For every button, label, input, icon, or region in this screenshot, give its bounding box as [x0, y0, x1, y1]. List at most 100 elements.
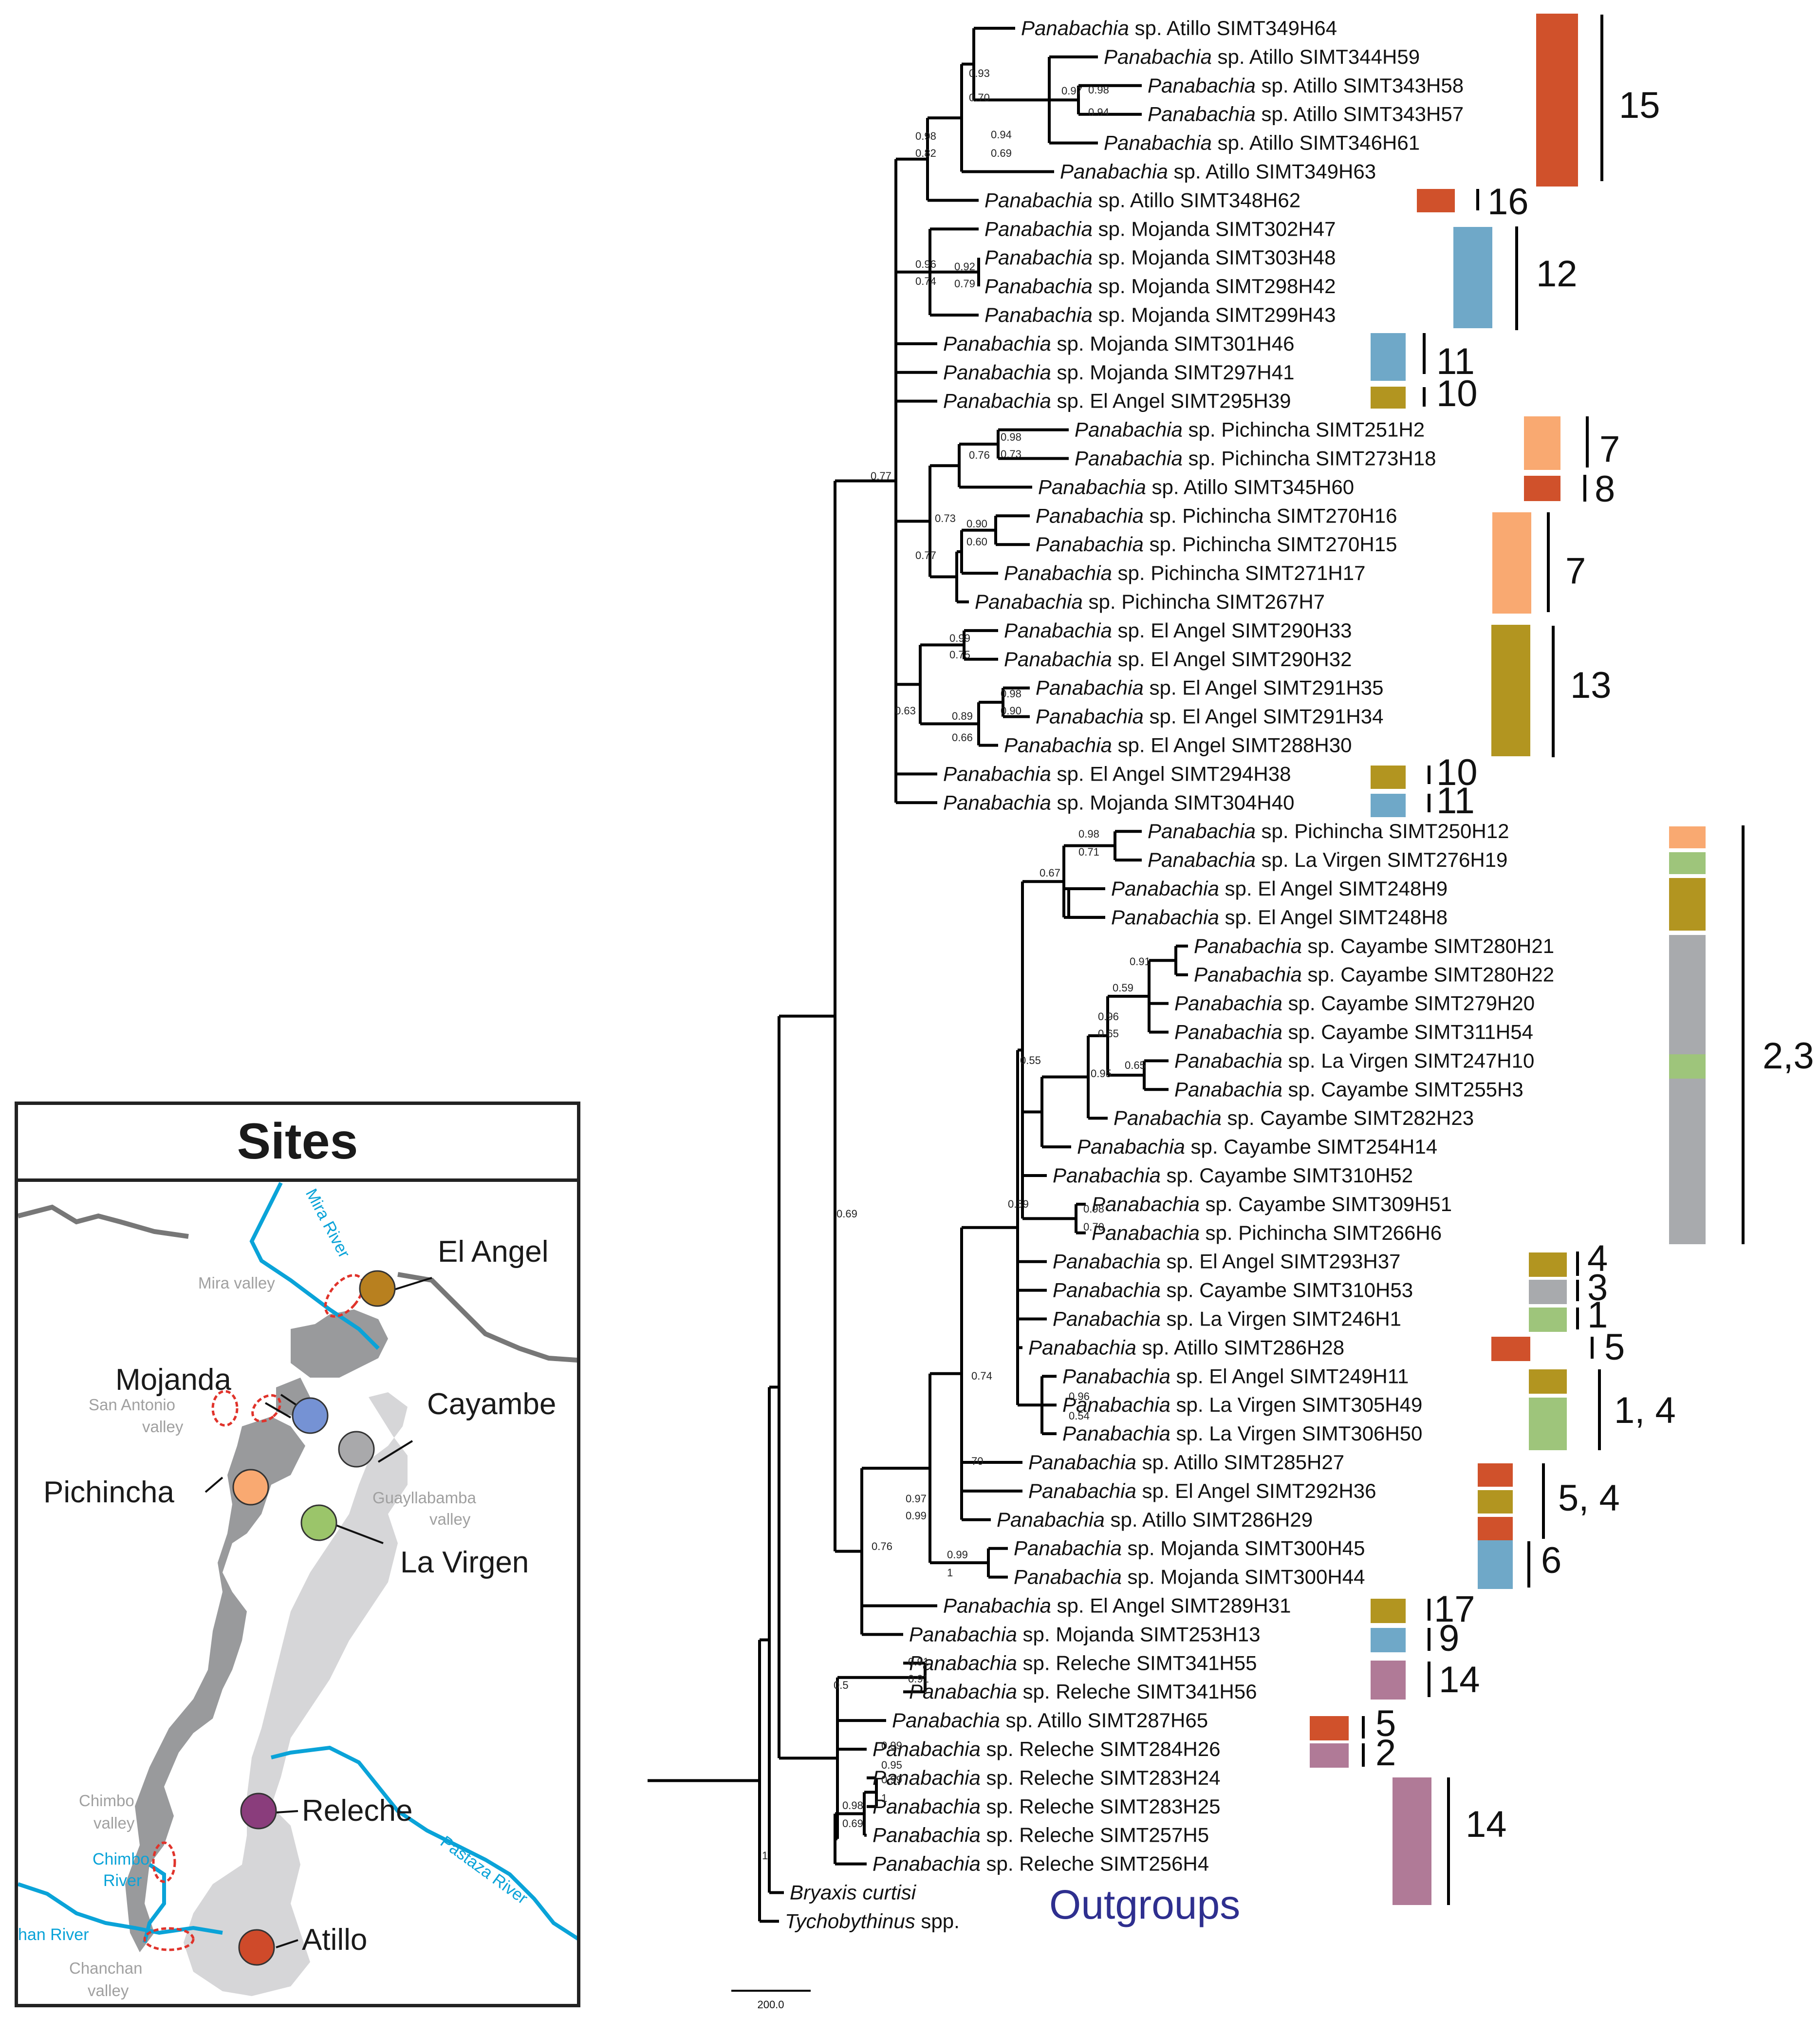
support-value: 0.90 [966, 518, 987, 530]
valley-label-chimbo-2: valley [93, 1814, 135, 1832]
clade-label: 3 [1587, 1267, 1608, 1308]
tip-label: Panabachia sp. La Virgen SIMT247H10 [1174, 1049, 1534, 1072]
site-bar-atillo [1417, 189, 1455, 212]
site-bar-pichincha [1669, 826, 1706, 848]
support-value: 0.94 [1088, 106, 1109, 118]
site-label-atillo: Atillo [302, 1923, 367, 1957]
site-marker-releche [240, 1793, 277, 1830]
tip-label: Panabachia sp. Atillo SIMT343H58 [1148, 74, 1464, 97]
tip-label: Panabachia sp. Releche SIMT257H5 [873, 1824, 1209, 1847]
support-value: 0.98 [842, 1799, 863, 1812]
river-label-pastaza: Pastaza River [437, 1832, 531, 1908]
support-value: 1 [947, 1567, 953, 1579]
tip-label: Panabachia sp. Cayambe SIMT279H20 [1174, 992, 1535, 1015]
site-bar-releche [1371, 1661, 1406, 1700]
tip-label: Panabachia sp. Pichincha SIMT270H16 [1036, 504, 1397, 527]
tip-label: Panabachia sp. Mojanda SIMT301H46 [943, 332, 1294, 355]
support-value: 0.59 [1113, 982, 1133, 994]
tip-label: Panabachia sp. El Angel SIMT291H34 [1036, 705, 1383, 728]
clade-label: 7 [1565, 550, 1586, 592]
site-label-pichincha: Pichincha [43, 1476, 174, 1509]
scale-bar-label: 200.0 [757, 1999, 784, 2011]
tip-label: Panabachia sp. El Angel SIMT248H8 [1111, 906, 1448, 929]
tip-label: Panabachia sp. Atillo SIMT286H28 [1028, 1336, 1344, 1359]
clade-label: 10 [1436, 373, 1478, 414]
support-value: 0.55 [1020, 1054, 1041, 1066]
tip-label: Panabachia sp. Cayambe SIMT309H51 [1092, 1193, 1452, 1215]
site-bar-pichincha [1524, 416, 1560, 470]
site-bar-el-angel [1529, 1252, 1567, 1277]
support-value: 0.73 [1001, 448, 1021, 460]
support-value: 1 [881, 1792, 887, 1804]
tip-label: Panabachia sp. Mojanda SIMT299H43 [984, 303, 1336, 326]
tip-label: Panabachia sp. Cayambe SIMT311H54 [1174, 1021, 1533, 1044]
clade-label: 15 [1619, 85, 1660, 126]
tip-label: Panabachia sp. Pichincha SIMT250H12 [1148, 820, 1509, 842]
tip-label: Panabachia sp. Pichincha SIMT267H7 [975, 590, 1325, 613]
support-value: 0.99 [949, 632, 970, 644]
tip-label: Panabachia sp. Releche SIMT256H4 [873, 1852, 1209, 1875]
tip-label: Panabachia sp. Mojanda SIMT253H13 [909, 1623, 1260, 1645]
tip-label: Panabachia sp. Pichincha SIMT271H17 [1004, 561, 1365, 584]
clade-label: 11 [1436, 341, 1475, 382]
tip-label: Panabachia sp. La Virgen SIMT305H49 [1062, 1393, 1422, 1416]
tip-label: Panabachia sp. La Virgen SIMT246H1 [1053, 1308, 1401, 1330]
site-bar-cayambe [1669, 1079, 1706, 1244]
support-value: 0.95 [881, 1759, 902, 1771]
support-value: 0.65 [1125, 1059, 1146, 1071]
site-bar-el-angel [1478, 1490, 1513, 1514]
clade-label: 13 [1570, 665, 1612, 706]
support-value: 0.97 [1061, 85, 1082, 97]
tip-label: Panabachia sp. Cayambe SIMT282H23 [1114, 1106, 1474, 1129]
support-value: 0.97 [906, 1493, 927, 1505]
tip-label: Panabachia sp. El Angel SIMT290H32 [1004, 648, 1352, 671]
tip-label: Panabachia sp. Releche SIMT341H56 [909, 1680, 1257, 1703]
clade-label: 11 [1436, 780, 1475, 822]
clade-label: 1 [1587, 1294, 1608, 1336]
valley-label-san-antonio-2: valley [142, 1418, 184, 1436]
site-bar-mojanda [1478, 1540, 1513, 1589]
support-value: 70 [971, 1455, 983, 1467]
map-title: Sites [18, 1105, 577, 1182]
valley-label-mira: Mira valley [198, 1274, 275, 1292]
tip-label: Panabachia sp. Cayambe SIMT254H14 [1077, 1135, 1437, 1158]
tip-label: Panabachia sp. Mojanda SIMT298H42 [984, 275, 1336, 298]
tip-label: Panabachia sp. Cayambe SIMT310H52 [1053, 1164, 1413, 1187]
clade-label: 14 [1466, 1804, 1507, 1845]
site-bar-mojanda [1371, 1628, 1406, 1652]
support-value: 0.76 [969, 449, 990, 461]
tip-label: Panabachia sp. Atillo SIMT348H62 [984, 188, 1300, 211]
clade-label: 9 [1439, 1618, 1459, 1659]
site-marker-pichincha [232, 1469, 269, 1506]
tip-label: Bryaxis curtisi [790, 1881, 917, 1904]
support-value: 0.71 [1078, 846, 1099, 858]
clade-label: 5 [1375, 1703, 1396, 1744]
tip-label: Panabachia sp. Atillo SIMT349H63 [1060, 160, 1376, 183]
support-value: 0.98 [1078, 828, 1099, 840]
tip-label: Panabachia sp. El Angel SIMT290H33 [1004, 619, 1352, 642]
site-bar-cayambe [1669, 935, 1706, 1054]
support-value: 0.98 [1083, 1203, 1104, 1215]
outgroups-label: Outgroups [1049, 1882, 1240, 1927]
tip-label: Panabachia sp. Mojanda SIMT300H44 [1014, 1566, 1365, 1588]
clade-label: 8 [1595, 468, 1615, 510]
site-bar-mojanda [1453, 227, 1492, 328]
clade-label: 1, 4 [1614, 1390, 1676, 1431]
support-value: 0.75 [949, 649, 970, 661]
tip-label: Panabachia sp. Cayambe SIMT280H21 [1194, 934, 1554, 957]
support-value: 0.67 [1040, 867, 1060, 879]
tip-label: Panabachia sp. El Angel SIMT289H31 [943, 1594, 1291, 1617]
support-value: 0.99 [947, 1549, 968, 1561]
site-label-releche: Releche [302, 1794, 412, 1828]
support-value: 0.93 [969, 67, 990, 79]
support-value: 0.96 [1069, 1390, 1090, 1402]
site-label-el-angel: El Angel [438, 1235, 549, 1269]
clade-label: 4 [1587, 1238, 1608, 1279]
support-value: 0.69 [842, 1817, 863, 1830]
site-bar-cayambe [1529, 1280, 1567, 1304]
tip-label: Panabachia sp. Mojanda SIMT297H41 [943, 361, 1294, 384]
support-value: 0.91 [1130, 955, 1151, 968]
tip-label: Panabachia sp. El Angel SIMT249H11 [1062, 1364, 1409, 1387]
site-bar-atillo [1478, 1463, 1513, 1487]
support-value: 1 [762, 1850, 768, 1862]
